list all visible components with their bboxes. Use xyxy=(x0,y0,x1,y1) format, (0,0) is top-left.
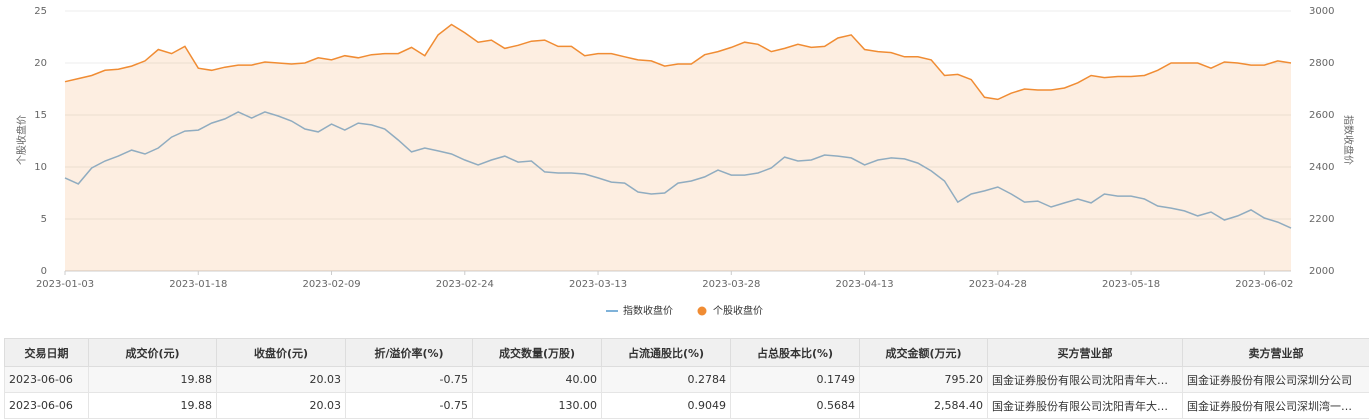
x-tick-label: 2023-05-18 xyxy=(1102,279,1160,290)
header-cell: 成交价(元) xyxy=(89,339,217,367)
table-cell: 20.03 xyxy=(217,367,346,393)
x-tick-label: 2023-04-13 xyxy=(836,279,894,290)
y-tick-label: 25 xyxy=(34,6,47,17)
table-cell: 国金证券股份有限公司沈阳青年大… xyxy=(988,393,1183,419)
y2-tick-label: 2200 xyxy=(1309,214,1334,225)
y-axis-label: 个股收盘价 xyxy=(15,115,28,165)
table-cell: 19.88 xyxy=(89,393,217,419)
x-tick-label: 2023-02-24 xyxy=(436,279,494,290)
table-cell: 2023-06-06 xyxy=(5,393,89,419)
header-cell: 成交金额(万元) xyxy=(860,339,988,367)
table-cell: 0.1749 xyxy=(731,367,860,393)
table-cell: 0.9049 xyxy=(602,393,731,419)
y2-tick-label: 3000 xyxy=(1309,6,1334,17)
area xyxy=(65,25,1291,272)
x-tick-label: 2023-01-18 xyxy=(169,279,227,290)
y2-tick-label: 2600 xyxy=(1309,110,1334,121)
x-tick-label: 2023-03-28 xyxy=(702,279,760,290)
legend-marker xyxy=(698,307,707,316)
table-cell: 40.00 xyxy=(473,367,602,393)
header-cell: 卖方营业部 xyxy=(1183,339,1369,367)
x-tick-label: 2023-01-03 xyxy=(36,279,94,290)
header-cell: 收盘价(元) xyxy=(217,339,346,367)
legend-label: 指数收盘价 xyxy=(623,304,673,317)
table-cell: 国金证券股份有限公司深圳分公司 xyxy=(1183,367,1369,393)
y2-tick-label: 2800 xyxy=(1309,58,1334,69)
y2-axis-label: 指数收盘价 xyxy=(1342,115,1355,165)
table-cell: 国金证券股份有限公司沈阳青年大… xyxy=(988,367,1183,393)
header-cell: 占流通股比(%) xyxy=(602,339,731,367)
y-tick-label: 20 xyxy=(34,58,47,69)
legend-label: 个股收盘价 xyxy=(713,304,763,317)
y2-tick-label: 2000 xyxy=(1309,266,1334,277)
x-tick-label: 2023-02-09 xyxy=(302,279,360,290)
y-tick-label: 15 xyxy=(34,110,47,121)
chart: 个股收盘价 指数收盘价 0 5 10 15 20 25 2000 2200 2400 2600 28… xyxy=(0,0,1369,336)
table-cell: 20.03 xyxy=(217,393,346,419)
y-tick-label: 10 xyxy=(34,162,47,173)
header-cell: 占总股本比(%) xyxy=(731,339,860,367)
table-cell: 795.20 xyxy=(860,367,988,393)
header-cell: 折/溢价率(%) xyxy=(346,339,473,367)
trade-table: 交易日期成交价(元)收盘价(元)折/溢价率(%)成交数量(万股)占流通股比(%)… xyxy=(4,338,1369,419)
table-cell: 130.00 xyxy=(473,393,602,419)
header-cell: 交易日期 xyxy=(5,339,89,367)
table-cell: 0.2784 xyxy=(602,367,731,393)
table-cell: 0.5684 xyxy=(731,393,860,419)
y2-tick-label: 2400 xyxy=(1309,162,1334,173)
table-cell: 2,584.40 xyxy=(860,393,988,419)
header-row: 交易日期成交价(元)收盘价(元)折/溢价率(%)成交数量(万股)占流通股比(%)… xyxy=(5,339,1369,367)
header-cell: 成交数量(万股) xyxy=(473,339,602,367)
table-cell: -0.75 xyxy=(346,393,473,419)
table-cell: -0.75 xyxy=(346,367,473,393)
y-tick-label: 0 xyxy=(41,266,47,277)
table-cell: 国金证券股份有限公司深圳湾一… xyxy=(1183,393,1369,419)
table-cell: 2023-06-06 xyxy=(5,367,89,393)
x-tick-label: 2023-03-13 xyxy=(569,279,627,290)
x-tick-label: 2023-04-28 xyxy=(969,279,1027,290)
table-cell: 19.88 xyxy=(89,367,217,393)
x-tick-label: 2023-06-02 xyxy=(1235,279,1293,290)
y-tick-label: 5 xyxy=(41,214,47,225)
header-cell: 买方营业部 xyxy=(988,339,1183,367)
